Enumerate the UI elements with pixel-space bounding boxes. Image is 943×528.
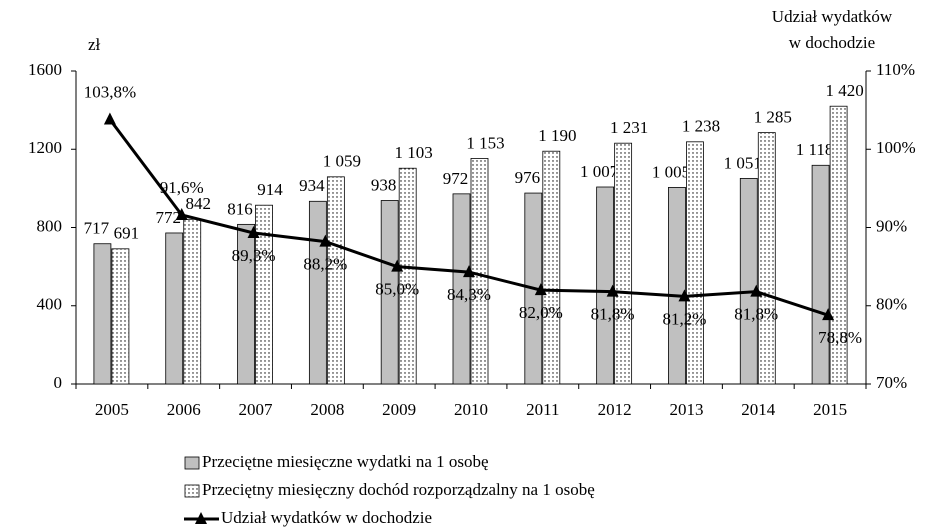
y-tick-label: 0 xyxy=(54,373,63,392)
y-tick-label: 800 xyxy=(37,216,63,235)
line-value-label: 91,6% xyxy=(160,178,204,197)
bar xyxy=(326,176,345,385)
x-tick-label: 2007 xyxy=(239,400,274,419)
bar-value-label: 1 420 xyxy=(825,81,863,100)
line-marker xyxy=(750,284,763,297)
y-tick-label: 1600 xyxy=(28,60,62,79)
line-marker xyxy=(606,284,619,297)
legend-label: Przeciętny miesięczny dochód rozporządza… xyxy=(202,480,595,499)
legend-swatch xyxy=(184,484,200,498)
bar-value-label: 914 xyxy=(257,180,283,199)
bar xyxy=(165,232,184,385)
bar-value-label: 1 051 xyxy=(724,153,762,172)
x-tick-label: 2014 xyxy=(741,400,776,419)
line-marker xyxy=(247,225,260,238)
y2-tick-label: 70% xyxy=(876,373,907,392)
bar xyxy=(686,141,704,385)
x-tick-label: 2011 xyxy=(526,400,559,419)
bar-value-label: 938 xyxy=(371,175,397,194)
bar xyxy=(308,200,327,385)
bar-value-label: 972 xyxy=(443,169,469,188)
x-tick-label: 2010 xyxy=(454,400,488,419)
legend-swatch xyxy=(184,456,200,470)
bar xyxy=(829,105,848,385)
line-marker xyxy=(391,259,404,272)
bar xyxy=(757,132,776,385)
bar-value-label: 1 285 xyxy=(754,108,792,127)
line-value-label: 85,0% xyxy=(375,280,419,299)
bar xyxy=(255,204,273,385)
bar xyxy=(398,167,417,385)
bar-value-label: 934 xyxy=(299,176,325,195)
bar xyxy=(811,164,830,385)
bar-value-label: 1 059 xyxy=(323,152,361,171)
line-value-label: 89,3% xyxy=(232,246,276,265)
bar xyxy=(739,177,758,385)
bar xyxy=(470,158,489,385)
y2-axis-label: Udział wydatków xyxy=(772,7,893,26)
bar-value-label: 1 190 xyxy=(538,126,576,145)
bar xyxy=(237,223,255,385)
legend-marker xyxy=(195,512,207,524)
bar xyxy=(668,186,686,385)
line-marker xyxy=(822,308,835,321)
y2-axis-label: w dochodzie xyxy=(789,33,875,52)
bar-value-label: 1 118 xyxy=(796,140,834,159)
bar xyxy=(596,186,615,385)
y2-tick-label: 90% xyxy=(876,216,907,235)
y2-tick-label: 110% xyxy=(876,60,915,79)
bar-value-label: 842 xyxy=(185,194,211,213)
y-tick-label: 400 xyxy=(37,295,63,314)
bar-value-label: 772 xyxy=(155,208,181,227)
bar xyxy=(111,248,130,385)
legend-label: Przeciętne miesięczne wydatki na 1 osobę xyxy=(202,452,489,471)
line-value-label: 78,8% xyxy=(818,328,862,347)
x-tick-label: 2012 xyxy=(598,400,632,419)
y2-tick-label: 80% xyxy=(876,295,907,314)
line-value-label: 88,2% xyxy=(303,254,347,273)
line-value-label: 81,2% xyxy=(662,309,706,328)
bar xyxy=(614,142,633,385)
x-tick-label: 2015 xyxy=(813,400,847,419)
bar-value-label: 691 xyxy=(114,224,140,243)
bar-value-label: 1 005 xyxy=(652,162,690,181)
line-value-label: 103,8% xyxy=(84,82,136,101)
bar xyxy=(542,150,561,385)
y-axis-label: zł xyxy=(88,35,101,54)
bar-value-label: 816 xyxy=(227,199,253,218)
line-marker xyxy=(103,112,116,125)
bar-value-label: 976 xyxy=(515,168,541,187)
bar-value-label: 717 xyxy=(84,219,110,238)
x-tick-label: 2005 xyxy=(95,400,129,419)
line-marker xyxy=(678,289,691,302)
bar-value-label: 1 153 xyxy=(466,133,504,152)
x-tick-label: 2013 xyxy=(669,400,703,419)
x-tick-label: 2009 xyxy=(382,400,416,419)
bar-value-label: 1 231 xyxy=(610,118,648,137)
y-tick-label: 1200 xyxy=(28,138,62,157)
line-value-label: 84,3% xyxy=(447,285,491,304)
line-marker xyxy=(534,283,547,296)
bar-value-label: 1 103 xyxy=(395,143,433,162)
bar xyxy=(183,218,202,385)
bar xyxy=(380,200,399,385)
y2-tick-label: 100% xyxy=(876,138,916,157)
line-value-label: 81,8% xyxy=(734,305,778,324)
x-tick-label: 2008 xyxy=(310,400,344,419)
line-marker xyxy=(175,207,188,220)
line-marker xyxy=(319,234,332,247)
x-tick-label: 2006 xyxy=(167,400,201,419)
bar-value-label: 1 238 xyxy=(682,117,720,136)
line-value-label: 81,8% xyxy=(591,305,635,324)
bar xyxy=(452,193,471,385)
legend-label: Udział wydatków w dochodzie xyxy=(221,508,432,527)
line-marker xyxy=(463,265,475,278)
bar-value-label: 1 007 xyxy=(580,162,619,181)
bar xyxy=(93,243,112,385)
line-value-label: 82,0% xyxy=(519,303,563,322)
